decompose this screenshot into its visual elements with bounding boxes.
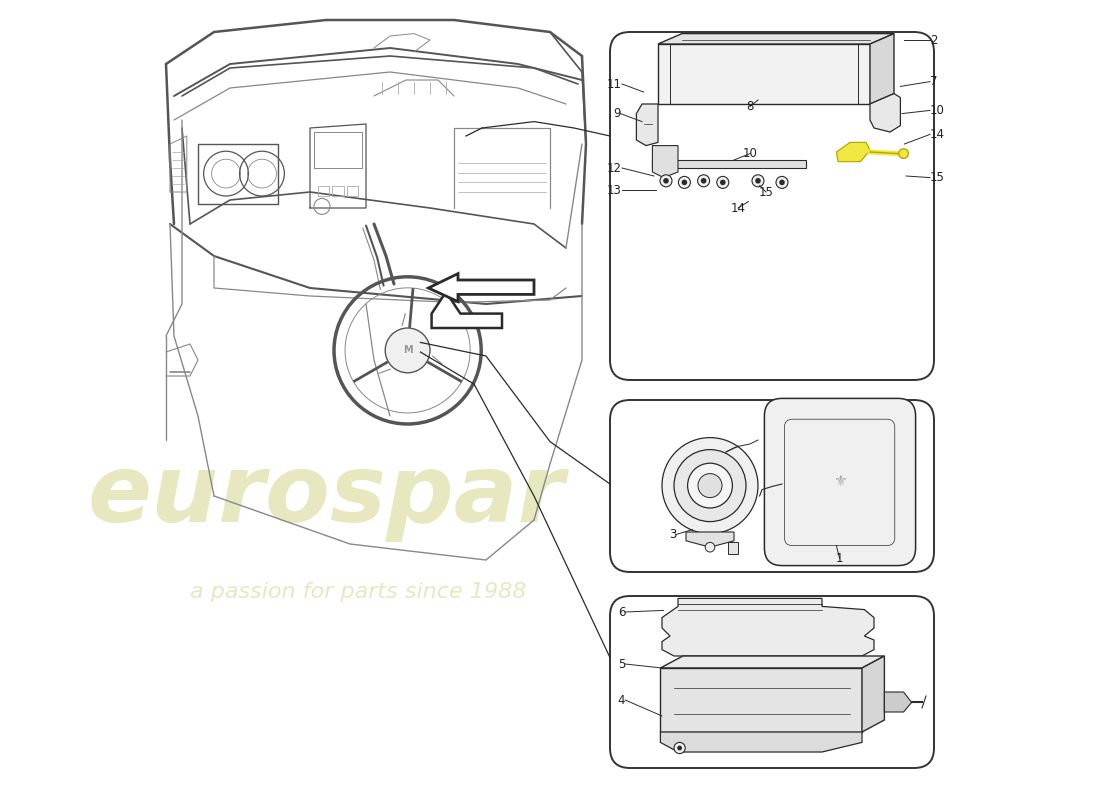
Polygon shape	[662, 598, 874, 656]
Text: 6: 6	[618, 606, 625, 618]
Text: 3: 3	[669, 528, 676, 541]
Polygon shape	[637, 104, 658, 146]
Polygon shape	[870, 94, 901, 132]
Polygon shape	[652, 146, 678, 178]
Circle shape	[385, 328, 430, 373]
Circle shape	[662, 438, 758, 534]
Circle shape	[899, 149, 909, 158]
Polygon shape	[686, 532, 734, 547]
Text: 7: 7	[930, 75, 937, 88]
Text: 15: 15	[759, 186, 773, 198]
Circle shape	[682, 180, 688, 185]
Circle shape	[776, 176, 788, 188]
Text: 14: 14	[730, 202, 746, 214]
Polygon shape	[431, 292, 502, 328]
Circle shape	[663, 178, 669, 183]
Polygon shape	[428, 274, 534, 302]
Circle shape	[779, 180, 784, 185]
Circle shape	[701, 178, 706, 183]
Polygon shape	[660, 732, 862, 752]
Text: 5: 5	[618, 658, 625, 670]
Circle shape	[688, 463, 733, 508]
Polygon shape	[652, 160, 806, 168]
Circle shape	[698, 474, 722, 498]
Text: M: M	[403, 346, 412, 355]
Circle shape	[720, 180, 726, 185]
Polygon shape	[658, 44, 870, 104]
Text: 10: 10	[742, 147, 758, 160]
Circle shape	[752, 174, 764, 186]
Polygon shape	[658, 34, 894, 44]
Circle shape	[697, 174, 710, 186]
Text: 4: 4	[618, 694, 625, 706]
Text: eurospar: eurospar	[87, 450, 564, 542]
Circle shape	[717, 176, 729, 188]
Text: 1: 1	[836, 552, 844, 565]
Text: 10: 10	[930, 104, 945, 117]
Text: 2: 2	[930, 34, 937, 46]
Circle shape	[705, 542, 715, 552]
Text: 13: 13	[607, 184, 621, 197]
Text: 11: 11	[607, 78, 621, 90]
Text: 14: 14	[930, 128, 945, 141]
Circle shape	[660, 174, 672, 186]
Circle shape	[756, 178, 761, 183]
Polygon shape	[862, 656, 884, 732]
Polygon shape	[884, 692, 912, 712]
Text: 8: 8	[746, 100, 754, 113]
Polygon shape	[660, 668, 862, 732]
Polygon shape	[836, 142, 870, 162]
Text: ⚜: ⚜	[833, 474, 846, 489]
Text: 12: 12	[607, 162, 621, 174]
Circle shape	[674, 450, 746, 522]
Text: 15: 15	[930, 171, 945, 184]
FancyBboxPatch shape	[764, 398, 915, 566]
Text: a passion for parts since 1988: a passion for parts since 1988	[190, 582, 526, 602]
Text: 9: 9	[613, 107, 620, 120]
Polygon shape	[870, 34, 894, 104]
Circle shape	[674, 742, 685, 754]
Circle shape	[679, 176, 691, 188]
Polygon shape	[727, 542, 738, 554]
Circle shape	[678, 746, 682, 750]
Polygon shape	[660, 656, 884, 668]
